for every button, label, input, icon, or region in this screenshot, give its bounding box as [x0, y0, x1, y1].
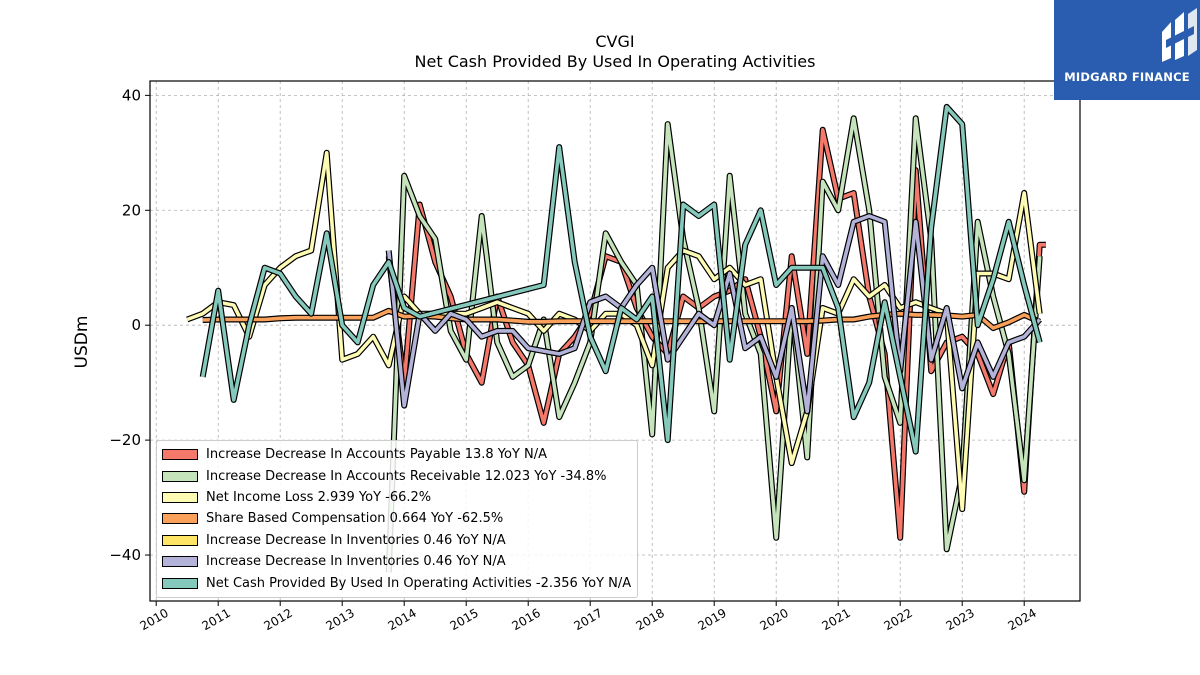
legend-swatch	[162, 513, 198, 525]
legend-item: Net Cash Provided By Used In Operating A…	[162, 572, 631, 593]
x-tick-label: 2014	[385, 606, 418, 633]
series-line-5	[386, 214, 1042, 414]
x-tick-label: 2013	[323, 606, 356, 633]
series-line-6	[200, 105, 1042, 454]
x-tick-label: 2020	[757, 606, 790, 633]
legend-swatch	[162, 491, 198, 503]
x-tick-label: 2022	[881, 606, 914, 633]
brand-name: MIDGARD FINANCE	[1064, 70, 1190, 84]
x-axis: 2010 2011 2012 2013 2014 2015 2016 2017 2018 2019…	[137, 601, 1039, 633]
x-tick-label: 2015	[447, 606, 480, 633]
legend-item: Increase Decrease In Inventories 0.46 Yo…	[162, 530, 631, 551]
series-lines	[186, 103, 1046, 573]
chart-title: CVGI	[595, 32, 634, 51]
legend-label: Share Based Compensation 0.664 YoY -62.5…	[206, 511, 504, 527]
x-tick-label: 2021	[819, 606, 852, 633]
y-axis-label: USDm	[72, 316, 92, 369]
y-tick-label: −20	[109, 431, 141, 449]
legend-label: Net Cash Provided By Used In Operating A…	[206, 575, 632, 591]
legend-label: Increase Decrease In Inventories 0.46 Yo…	[206, 554, 506, 570]
x-tick-label: 2016	[509, 606, 542, 633]
legend-item: Share Based Compensation 0.664 YoY -62.5…	[162, 508, 631, 529]
legend-item: Increase Decrease In Accounts Receivable…	[162, 465, 631, 486]
x-tick-label: 2024	[1005, 606, 1038, 633]
y-axis: 40 20 0 −20 −40	[109, 86, 150, 564]
legend-label: Increase Decrease In Inventories 0.46 Yo…	[206, 532, 506, 548]
legend-label: Increase Decrease In Accounts Payable 13…	[206, 447, 548, 463]
x-tick-label: 2011	[199, 606, 232, 633]
legend-item: Increase Decrease In Inventories 0.46 Yo…	[162, 551, 631, 572]
y-tick-label: −40	[109, 546, 141, 564]
legend-label: Net Income Loss 2.939 YoY -66.2%	[206, 489, 432, 505]
x-tick-label: 2019	[695, 606, 728, 633]
legend: Increase Decrease In Accounts Payable 13…	[156, 440, 639, 598]
series-line-2	[186, 151, 1042, 511]
midgard-logo-icon	[1162, 8, 1197, 62]
x-tick-label: 2017	[571, 606, 604, 633]
legend-swatch	[162, 534, 198, 546]
chart-subtitle: Net Cash Provided By Used In Operating A…	[415, 52, 816, 71]
legend-swatch	[162, 556, 198, 568]
legend-label: Increase Decrease In Accounts Receivable…	[206, 468, 607, 484]
x-tick-label: 2018	[633, 606, 666, 633]
legend-swatch	[162, 470, 198, 482]
x-tick-label: 2023	[943, 606, 976, 633]
legend-item: Increase Decrease In Accounts Payable 13…	[162, 444, 631, 465]
y-tick-label: 20	[122, 201, 141, 219]
brand-logo: MIDGARD FINANCE	[1054, 0, 1200, 100]
y-tick-label: 40	[122, 86, 141, 104]
x-tick-label: 2010	[137, 606, 170, 633]
plot-frame	[149, 80, 1081, 602]
legend-item: Net Income Loss 2.939 YoY -66.2%	[162, 487, 631, 508]
y-tick-label: 0	[131, 316, 141, 334]
x-tick-label: 2012	[261, 606, 294, 633]
legend-swatch	[162, 577, 198, 589]
legend-swatch	[162, 449, 198, 461]
